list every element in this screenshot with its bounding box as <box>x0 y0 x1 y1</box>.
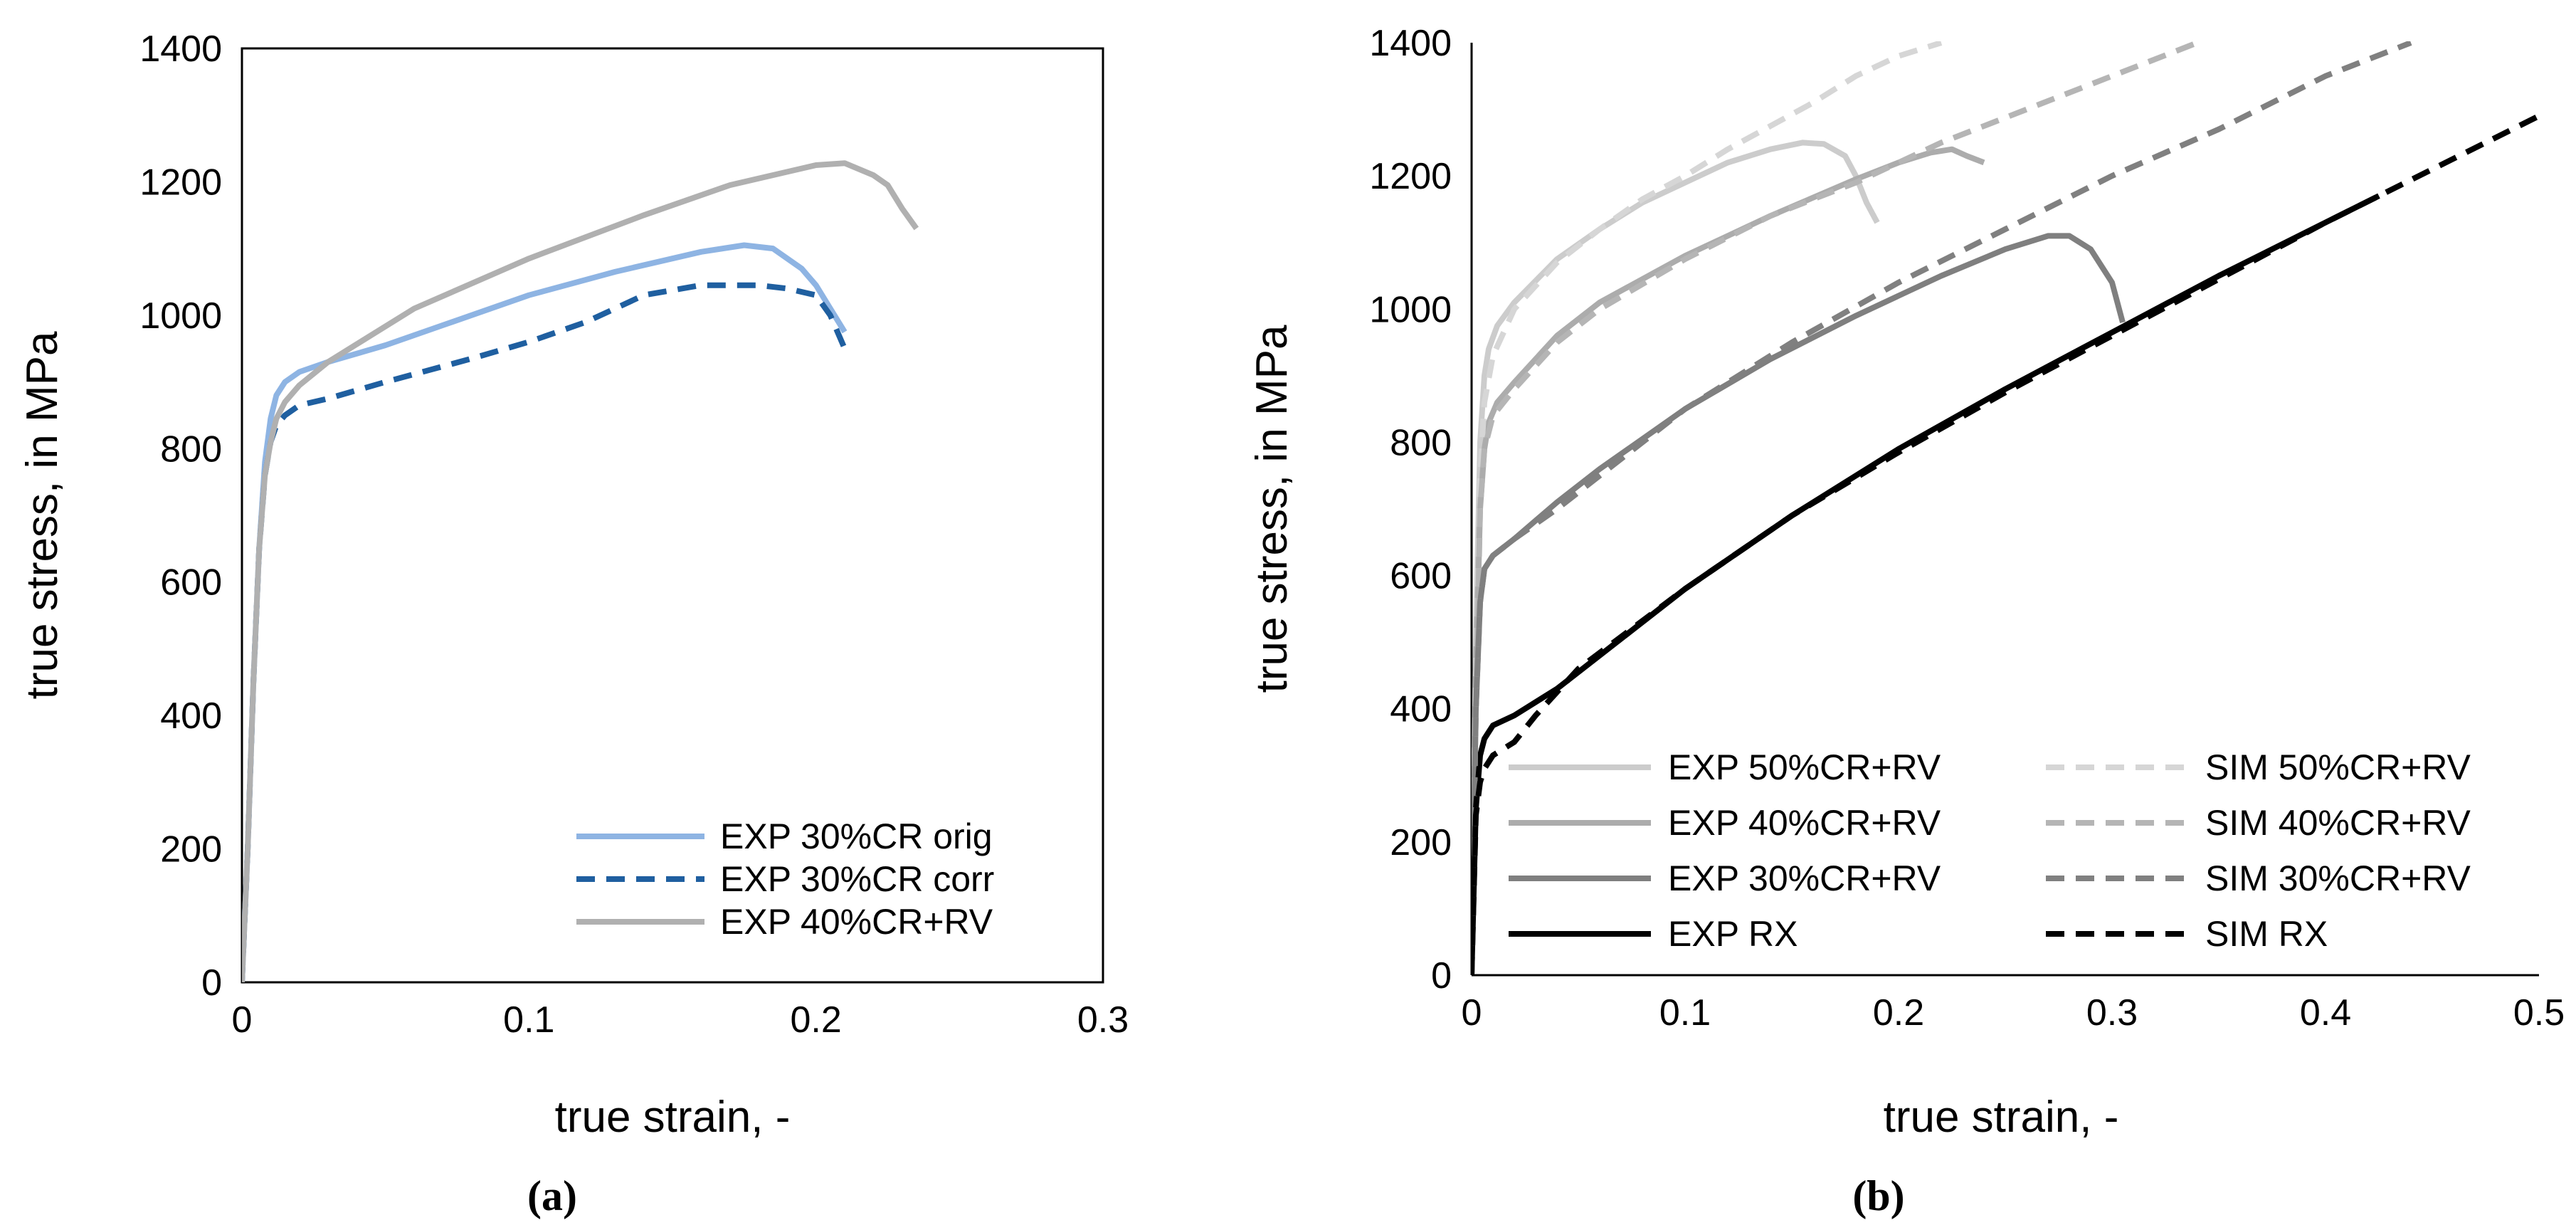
legend-item: SIM RX <box>2046 914 2328 954</box>
legend-label: EXP 40%CR+RV <box>720 902 993 942</box>
legend-item: EXP 30%CR orig <box>576 816 993 856</box>
y-tick-label: 800 <box>1390 422 1452 463</box>
legend-item: EXP RX <box>1509 914 1798 954</box>
series-line-exp-40-cr-rv <box>1472 146 1985 975</box>
x-tick-label: 0.4 <box>2300 992 2351 1034</box>
series-line-exp-50-cr-rv <box>1472 140 1880 975</box>
series-layer-b <box>1472 41 2539 975</box>
legend-label: SIM 30%CR+RV <box>2205 858 2471 898</box>
y-tick-label: 1000 <box>1369 289 1452 330</box>
x-tick-label: 0.5 <box>2513 992 2565 1034</box>
y-tick-label: 600 <box>160 562 222 604</box>
series-line-sim-40-cr-rv <box>1472 41 2199 975</box>
legend-label: EXP 30%CR orig <box>720 816 993 856</box>
legend-label: SIM 40%CR+RV <box>2205 803 2471 843</box>
y-tick-label: 0 <box>201 962 222 1004</box>
x-tick-label: 0 <box>232 999 253 1041</box>
x-tick-label: 0.3 <box>1077 999 1129 1041</box>
x-ticks-a: 0 0.1 0.2 0.3 <box>232 999 1129 1041</box>
y-tick-label: 200 <box>160 829 222 871</box>
series-line-exp-40-cr-rv <box>242 160 919 982</box>
panel-label-a: (a) <box>527 1172 577 1219</box>
legend-item: SIM 40%CR+RV <box>2046 803 2471 843</box>
series-line-sim-30-cr-rv <box>1472 41 2412 975</box>
legend-label: EXP 30%CR corr <box>720 859 994 899</box>
y-tick-label: 400 <box>1390 689 1452 730</box>
x-tick-label: 0 <box>1462 992 1482 1034</box>
y-tick-label: 400 <box>160 695 222 737</box>
x-tick-label: 0.2 <box>1873 992 1924 1034</box>
legend-label: EXP 30%CR+RV <box>1668 858 1941 898</box>
legend-item: SIM 50%CR+RV <box>2046 747 2471 787</box>
x-axis-label-a: true strain, - <box>555 1093 791 1142</box>
legend-label: SIM RX <box>2205 914 2328 954</box>
series-line-sim-rx <box>1472 113 2539 975</box>
y-axis-label-a: true stress, in MPa <box>18 331 67 699</box>
y-tick-label: 600 <box>1390 556 1452 597</box>
legend-label: SIM 50%CR+RV <box>2205 747 2471 787</box>
legend-label: EXP 40%CR+RV <box>1668 803 1941 843</box>
y-tick-label: 1000 <box>139 295 222 337</box>
y-axis-label-b: true stress, in MPa <box>1247 325 1297 693</box>
x-ticks-b: 0 0.1 0.2 0.3 0.4 0.5 <box>1462 992 2565 1034</box>
legend-item: EXP 30%CR corr <box>576 859 994 899</box>
y-ticks-a: 0 200 400 600 800 1000 1200 1400 <box>139 28 222 1004</box>
x-tick-label: 0.3 <box>2086 992 2138 1034</box>
y-tick-label: 200 <box>1390 822 1452 863</box>
y-tick-label: 1400 <box>1369 23 1452 64</box>
legend-label: EXP RX <box>1668 914 1798 954</box>
y-tick-label: 1200 <box>1369 156 1452 197</box>
y-tick-label: 1400 <box>139 28 222 70</box>
x-tick-label: 0.2 <box>791 999 842 1041</box>
panel-label-b: (b) <box>1852 1172 1904 1219</box>
chart-panel-a: 0 200 400 600 800 1000 1200 1400 0 0.1 0.2 0.3 tru… <box>18 28 1129 1219</box>
y-tick-label: 800 <box>160 429 222 470</box>
y-ticks-b: 0 200 400 600 800 1000 1200 1400 <box>1369 23 1452 997</box>
series-line-sim-50-cr-rv <box>1472 41 1943 975</box>
series-layer-a <box>242 160 919 982</box>
legend-item: EXP 30%CR+RV <box>1509 858 1941 898</box>
x-tick-label: 0.1 <box>1659 992 1711 1034</box>
y-tick-label: 1200 <box>139 162 222 203</box>
plot-area-a <box>241 47 1104 984</box>
legend-item: SIM 30%CR+RV <box>2046 858 2471 898</box>
legend-label: EXP 50%CR+RV <box>1668 747 1941 787</box>
x-tick-label: 0.1 <box>503 999 554 1041</box>
y-tick-label: 0 <box>1431 955 1452 997</box>
x-axis-label-b: true strain, - <box>1884 1093 2119 1142</box>
legend-b: EXP 50%CR+RV EXP 40%CR+RV EXP 30%CR+RV EXP … <box>1509 747 2471 954</box>
legend-item: EXP 50%CR+RV <box>1509 747 1941 787</box>
legend-item: EXP 40%CR+RV <box>576 902 993 942</box>
legend-item: EXP 40%CR+RV <box>1509 803 1941 843</box>
